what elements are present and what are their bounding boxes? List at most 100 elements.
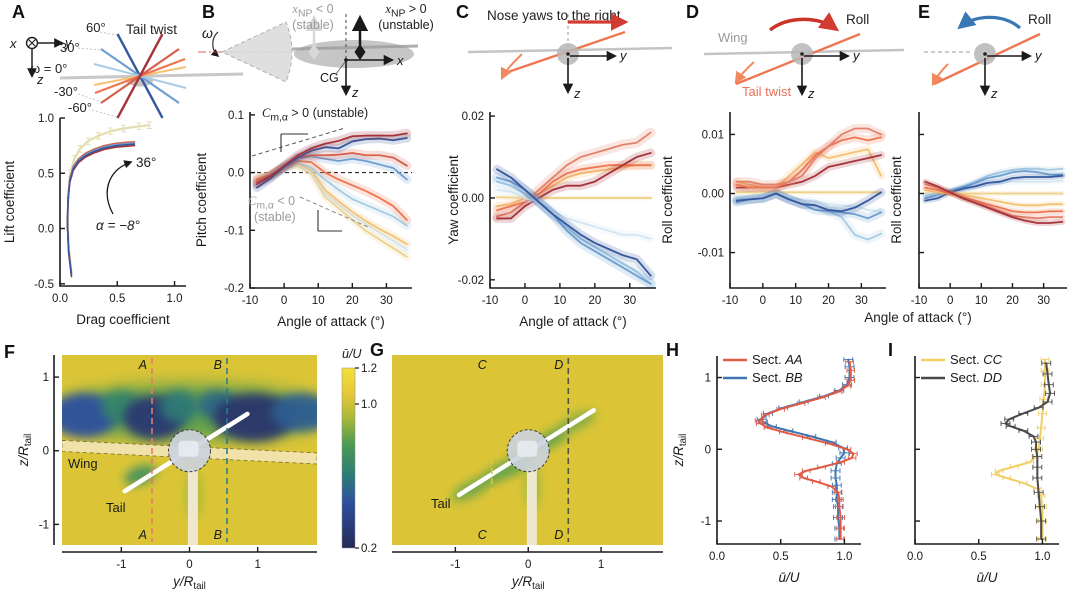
svg-text:-10: -10	[482, 295, 499, 307]
svg-text:20: 20	[346, 295, 359, 307]
np-positive-state: (unstable)	[378, 18, 434, 32]
svg-text:1.0: 1.0	[836, 551, 852, 563]
svg-text:CG: CG	[320, 71, 339, 85]
svg-text:0.01: 0.01	[702, 129, 724, 141]
fan-title: Tail twist	[126, 22, 178, 37]
fan-label-30: 30°	[60, 40, 80, 55]
svg-text:1.0: 1.0	[361, 399, 377, 411]
yaw-schematic-title: Nose yaws to the right	[487, 8, 621, 23]
svg-text:0.5: 0.5	[971, 551, 987, 563]
panel-letter-G: G	[370, 340, 385, 360]
lift-drag-chart: 0.0 0.5 1.0 1.0 0.5 0.0 -0.5 Drag coefficient Li…	[2, 113, 186, 327]
velocity-colorbar: ū/U 1.2 1.0 0.2	[341, 347, 377, 555]
unstable-annotation: Cm,α > 0 (unstable)	[262, 106, 369, 124]
np-negative-label: xNP < 0	[292, 2, 334, 20]
pitch-stability-schematic: ω x z CG	[198, 14, 419, 100]
svg-text:0.1: 0.1	[228, 110, 244, 122]
wing-line	[59, 72, 244, 80]
svg-text:1.0: 1.0	[1034, 551, 1050, 563]
svg-text:0.0: 0.0	[907, 551, 923, 563]
svg-text:Yaw coefficient: Yaw coefficient	[446, 155, 461, 245]
svg-text:-1: -1	[116, 559, 126, 571]
wing-label: Wing	[718, 30, 748, 45]
svg-text:A: A	[138, 528, 147, 542]
svg-text:Roll coefficient: Roll coefficient	[660, 156, 675, 244]
svg-text:Tail: Tail	[431, 496, 451, 511]
svg-text:x: x	[9, 36, 17, 51]
svg-text:z/Rtail: z/Rtail	[16, 434, 34, 468]
svg-text:20: 20	[588, 295, 601, 307]
tail-twist-arrow	[931, 63, 949, 87]
svg-text:0: 0	[522, 295, 528, 307]
svg-text:1: 1	[43, 372, 49, 384]
svg-text:0: 0	[705, 444, 711, 456]
svg-text:-0.1: -0.1	[224, 225, 244, 237]
tail-twist-lines	[93, 33, 187, 119]
svg-text:20: 20	[1006, 295, 1019, 307]
svg-text:0.5: 0.5	[38, 168, 54, 180]
svg-text:y: y	[64, 35, 73, 50]
svg-text:30: 30	[380, 295, 393, 307]
svg-text:0.00: 0.00	[462, 193, 484, 205]
svg-text:0: 0	[760, 295, 766, 307]
svg-text:Sect. BB: Sect. BB	[752, 370, 803, 385]
svg-text:0: 0	[947, 295, 953, 307]
svg-text:1.2: 1.2	[361, 363, 377, 375]
coordinate-axes-icon: x y z	[9, 35, 73, 87]
svg-text:z: z	[807, 86, 815, 101]
label-leaders	[77, 31, 118, 118]
pitch-coefficient-chart: -10 0 10 20 30 0.1 0.0 -0.1 -0.2 Angle of attack …	[194, 110, 412, 329]
tail-twist-arrow	[734, 61, 755, 84]
fan-label-60: 60°	[86, 20, 106, 35]
svg-text:y: y	[1034, 48, 1043, 63]
tail-twist-arrow	[500, 53, 523, 81]
svg-text:y: y	[619, 48, 628, 63]
stable-annotation-2: (stable)	[254, 210, 296, 224]
svg-text:-0.5: -0.5	[34, 279, 54, 291]
panel-letter-B: B	[202, 2, 215, 22]
svg-text:30: 30	[855, 295, 868, 307]
svg-text:ū/U: ū/U	[342, 347, 362, 361]
stable-np-marker	[308, 44, 320, 60]
yaw-schematic: y z	[467, 13, 673, 101]
fan-label-m60: -60°	[68, 100, 92, 115]
plot-I: 0.0 0.5 1.0 ū/U Sect. CC Sect. DD	[907, 352, 1059, 585]
velocity-profile-chart-CD: 0.0 0.5 1.0 ū/U Sect. CC Sect. DD	[907, 352, 1059, 585]
svg-text:1: 1	[598, 559, 604, 571]
svg-text:A: A	[138, 358, 147, 372]
svg-text:-1: -1	[39, 519, 49, 531]
stable-annotation: Cm,α < 0	[248, 194, 296, 212]
plot-E: -10 0 10 20 30 Roll coefficient	[889, 112, 1067, 307]
svg-text:Wing: Wing	[68, 456, 98, 471]
roll-schematic-tail-only: y z	[924, 11, 1043, 101]
plot-D: -10 0 10 20 30 0.01 0.00 -0.01 Roll coefficient	[660, 112, 886, 307]
panel-letter-C: C	[456, 2, 469, 22]
plot-H: 0.0 0.5 1.0 1 0 -1 ū/U z/Rtail Sect. AA Sect. BB	[671, 352, 861, 585]
roll-schematic-with-wing: y z	[703, 12, 905, 101]
plot-A: 0.0 0.5 1.0 1.0 0.5 0.0 -0.5 Drag coefficient Li…	[2, 113, 186, 327]
svg-text:0: 0	[525, 559, 531, 571]
svg-text:ū/U: ū/U	[778, 570, 799, 585]
svg-text:Drag coefficient: Drag coefficient	[76, 312, 170, 327]
panel-letter-H: H	[666, 340, 679, 360]
svg-text:C: C	[478, 528, 488, 542]
roll-arrow	[957, 11, 1022, 30]
svg-text:B: B	[214, 358, 222, 372]
roll-coefficient-chart-tail: -10 0 10 20 30 Roll coefficient	[889, 112, 1067, 307]
tail-twist-fan-schematic	[59, 31, 244, 119]
svg-text:Angle of attack (°): Angle of attack (°)	[519, 314, 626, 329]
fan-label-m30: -30°	[54, 84, 78, 99]
tail-twist-label: Tail twist	[742, 84, 792, 99]
roll-coefficient-chart-wing: -10 0 10 20 30 0.01 0.00 -0.01 Roll coefficient	[660, 112, 886, 307]
svg-text:-10: -10	[242, 295, 259, 307]
fan-label-0: ω = 0°	[30, 61, 68, 76]
svg-text:1: 1	[254, 559, 260, 571]
svg-text:y/Rtail: y/Rtail	[172, 574, 206, 590]
panel-letter-A: A	[12, 2, 25, 22]
svg-text:Pitch coefficient: Pitch coefficient	[194, 153, 209, 248]
svg-text:Roll coefficient: Roll coefficient	[889, 156, 904, 244]
roll-label: Roll	[1028, 12, 1052, 27]
plot-B: -10 0 10 20 30 0.1 0.0 -0.1 -0.2 Angle of attack …	[194, 110, 412, 329]
svg-text:z/Rtail: z/Rtail	[671, 434, 689, 468]
